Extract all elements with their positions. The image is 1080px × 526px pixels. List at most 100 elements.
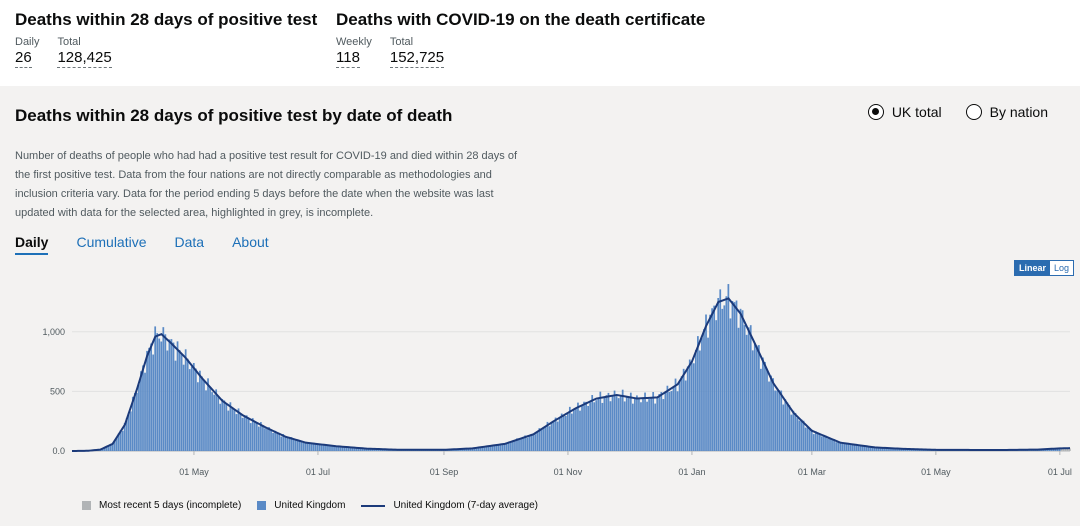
daily-bar [715,320,718,451]
daily-bar [495,445,498,451]
daily-bar [339,446,342,451]
daily-bar [782,404,785,451]
daily-bar [713,305,716,451]
daily-bar [312,442,315,451]
daily-bar [709,314,711,451]
daily-bar [325,445,327,451]
daily-bar [270,430,272,451]
radio-uk-total[interactable]: UK total [867,104,942,120]
x-tick-label: 01 May [921,467,951,477]
daily-bar [233,410,236,451]
daily-bar [201,376,203,451]
daily-bar [353,447,356,451]
daily-bar [898,448,900,451]
daily-bar [757,345,760,451]
daily-bar [774,390,776,451]
tab-daily[interactable]: Daily [15,234,49,255]
daily-bar [875,447,878,451]
metric-label: Daily [15,36,40,48]
y-tick-label: 500 [50,386,65,396]
daily-bar [310,444,313,451]
daily-bar [205,390,207,451]
metric-value[interactable]: 118 [336,49,360,68]
daily-bar [538,428,541,451]
daily-bar [745,334,748,451]
daily-bar [146,350,148,451]
daily-bar [292,439,295,451]
daily-bar [154,326,157,451]
metric-label: Total [57,36,81,48]
daily-bar [493,444,496,451]
daily-bar [243,416,246,451]
daily-bar [605,395,608,451]
daily-bar [786,402,789,451]
tab-data[interactable]: Data [174,234,205,250]
daily-bar [117,433,120,451]
daily-bar [790,414,793,451]
daily-bar [900,448,903,451]
legend-item-incomplete: Most recent 5 days (incomplete) [82,500,241,511]
daily-bar [227,410,230,451]
daily-bar [219,403,222,451]
chart-panel: Deaths within 28 days of positive test b… [0,86,1080,526]
daily-bar [473,448,476,451]
radio-checked-icon[interactable] [867,104,884,120]
daily-bar [268,427,270,451]
daily-bar [524,435,526,451]
metric-value[interactable]: 26 [15,49,32,68]
daily-bar [627,396,630,451]
daily-bar [329,445,331,451]
daily-bar [262,426,264,451]
daily-bar [280,436,283,451]
daily-bar [833,439,835,451]
daily-bar [800,419,803,451]
metric-value[interactable]: 128,425 [57,49,112,68]
daily-bar [646,401,648,451]
daily-bar [528,436,531,451]
daily-bar [516,438,518,451]
linear-scale-button[interactable]: Linear [1014,261,1050,275]
tab-about[interactable]: About [232,234,269,250]
daily-bar [459,449,461,451]
daily-bar [573,410,575,451]
daily-bar [597,398,600,451]
daily-bar [749,325,752,451]
daily-bar [674,378,677,451]
daily-bar [888,448,890,451]
daily-bar [469,448,472,451]
daily-bar [131,396,134,451]
chart-bars [73,284,1071,451]
daily-bar [327,444,329,451]
daily-bar [684,380,687,451]
deaths-chart[interactable]: 0.0 500 1,000 01 May 01 Jul 01 Sep 01 Nov 01 J… [0,276,1080,496]
daily-bar [477,447,480,451]
daily-bar [676,391,679,451]
daily-bar [853,444,856,451]
daily-bar [733,302,736,451]
daily-bar [512,441,514,451]
daily-bar [810,429,813,451]
daily-bar [347,447,350,451]
daily-bar [471,448,474,451]
daily-bar [467,448,470,451]
daily-bar [707,337,709,451]
daily-bar [138,384,140,451]
tab-cumulative[interactable]: Cumulative [76,234,147,250]
log-scale-button[interactable]: Log [1053,263,1069,273]
radio-unchecked-icon[interactable] [965,104,982,120]
daily-bar [729,318,732,451]
daily-bar [499,444,502,451]
chart-y-axis: 0.0 500 1,000 [42,327,65,456]
radio-by-nation[interactable]: By nation [965,104,1048,120]
daily-bar [644,392,646,451]
scale-toggle: Linear Log [1013,260,1074,276]
daily-bar [123,423,126,451]
daily-bar [306,442,309,451]
daily-bar [501,443,504,451]
metric-value[interactable]: 152,725 [389,49,445,68]
daily-bar [686,366,689,451]
daily-bar [703,329,705,451]
daily-bar [475,447,478,451]
daily-bar [247,418,250,451]
daily-bar [184,349,187,451]
